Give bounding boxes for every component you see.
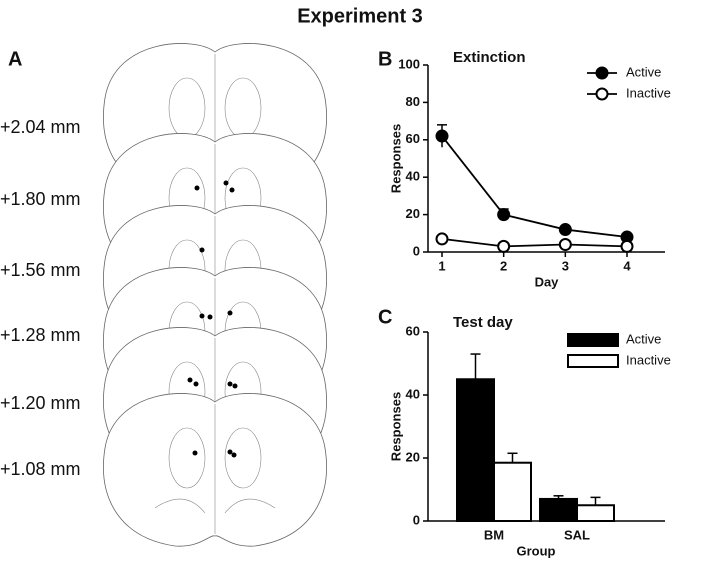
data-point bbox=[558, 238, 572, 252]
atlas-label: +1.08 mm bbox=[0, 459, 81, 479]
legend-swatch bbox=[567, 354, 619, 368]
legend-label: Inactive bbox=[626, 352, 671, 367]
atlas-sections bbox=[103, 43, 327, 547]
placement-dot bbox=[207, 314, 213, 320]
x-tick-label: 4 bbox=[623, 258, 631, 273]
placement-dot bbox=[192, 450, 198, 456]
bar bbox=[576, 504, 615, 522]
atlas-label: +1.28 mm bbox=[0, 325, 81, 345]
series-line bbox=[441, 135, 628, 238]
data-point bbox=[497, 208, 511, 222]
placement-dot bbox=[232, 383, 238, 389]
x-axis-label: Group bbox=[517, 543, 556, 558]
bar bbox=[493, 461, 532, 523]
data-point bbox=[620, 239, 634, 253]
legend-label: Inactive bbox=[626, 85, 671, 100]
atlas-label: +1.80 mm bbox=[0, 189, 81, 209]
legend-swatch bbox=[567, 333, 619, 347]
panel-label: A bbox=[8, 48, 22, 70]
placement-dot bbox=[187, 377, 193, 383]
bar bbox=[539, 497, 578, 523]
y-tick-label: 60 bbox=[406, 131, 420, 146]
data-point bbox=[497, 239, 511, 253]
panel-label: B bbox=[378, 48, 392, 70]
placement-dot bbox=[199, 313, 205, 319]
x-tick-label: 3 bbox=[562, 258, 569, 273]
y-tick-label: 80 bbox=[406, 94, 420, 109]
placement-dot bbox=[231, 452, 237, 458]
placement-dot bbox=[193, 381, 199, 387]
ventricle bbox=[168, 427, 206, 489]
placement-dot bbox=[229, 187, 235, 193]
y-tick-label: 60 bbox=[406, 323, 420, 338]
structure bbox=[224, 498, 276, 514]
y-axis-label: Responses bbox=[388, 392, 403, 461]
x-tick-label: 2 bbox=[500, 258, 507, 273]
y-axis-label: Responses bbox=[388, 124, 403, 193]
data-point bbox=[558, 223, 572, 237]
y-tick-label: 20 bbox=[406, 206, 420, 221]
placement-dot bbox=[194, 185, 200, 191]
placement-dot bbox=[227, 310, 233, 316]
atlas-label: +1.56 mm bbox=[0, 260, 81, 280]
figure-title: Experiment 3 bbox=[297, 5, 423, 27]
chart-title: Test day bbox=[453, 314, 513, 331]
placement-dot bbox=[227, 381, 233, 387]
ventricle bbox=[224, 427, 262, 489]
chart-title: Extinction bbox=[453, 49, 526, 66]
y-tick-label: 0 bbox=[413, 243, 420, 258]
placement-dot bbox=[199, 247, 205, 253]
bar bbox=[456, 378, 495, 522]
y-tick-label: 100 bbox=[398, 56, 420, 71]
x-axis-label: Day bbox=[535, 274, 560, 289]
legend-marker bbox=[595, 66, 609, 80]
structure bbox=[154, 498, 206, 514]
data-point bbox=[435, 232, 449, 246]
data-point bbox=[435, 129, 449, 143]
placement-dot bbox=[223, 180, 229, 186]
y-tick-label: 40 bbox=[406, 386, 420, 401]
panel-label: C bbox=[378, 306, 392, 328]
series-line bbox=[441, 238, 628, 248]
legend-marker bbox=[595, 87, 609, 101]
y-tick-label: 0 bbox=[413, 512, 420, 527]
legend-label: Active bbox=[626, 64, 661, 79]
y-tick-label: 40 bbox=[406, 169, 420, 184]
x-tick-label: 1 bbox=[438, 258, 445, 273]
y-tick-label: 20 bbox=[406, 449, 420, 464]
placement-dot bbox=[227, 449, 233, 455]
x-tick-label: SAL bbox=[564, 527, 590, 542]
legend-label: Active bbox=[626, 331, 661, 346]
x-tick-label: BM bbox=[484, 527, 504, 542]
atlas-label: +2.04 mm bbox=[0, 117, 81, 137]
atlas-label: +1.20 mm bbox=[0, 393, 81, 413]
